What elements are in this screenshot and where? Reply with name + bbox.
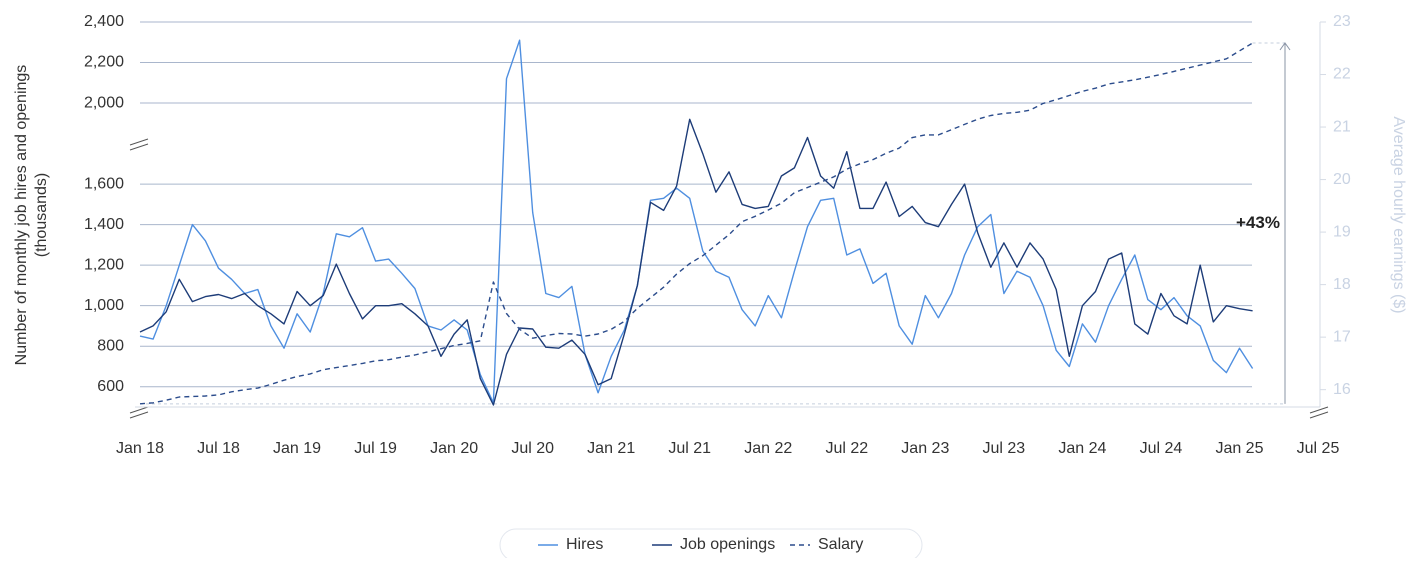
x-tick-label: Jan 18 bbox=[116, 440, 164, 457]
y2-tick-label: 16 bbox=[1333, 381, 1351, 398]
series-line bbox=[139, 42, 1253, 405]
x-tick-label: Jul 25 bbox=[1297, 440, 1340, 457]
y-tick-label: 2,200 bbox=[84, 54, 124, 71]
y-axis-title: (thousands) bbox=[33, 173, 50, 258]
arrow-head bbox=[1279, 42, 1291, 51]
y2-tick-label: 18 bbox=[1333, 276, 1351, 293]
y2-tick-label: 20 bbox=[1333, 171, 1351, 188]
series-line bbox=[139, 39, 1254, 404]
y-tick-label: 1,600 bbox=[84, 175, 124, 192]
legend-label: Job openings bbox=[680, 536, 775, 553]
y-axis-title: Number of monthly job hires and openings bbox=[13, 65, 30, 366]
x-tick-label: Jul 21 bbox=[668, 440, 711, 457]
legend-label: Salary bbox=[818, 536, 863, 553]
x-tick-label: Jan 21 bbox=[587, 440, 635, 457]
x-tick-label: Jan 19 bbox=[273, 440, 321, 457]
series-line bbox=[139, 118, 1253, 406]
x-tick-label: Jul 23 bbox=[983, 440, 1026, 457]
x-tick-label: Jan 20 bbox=[430, 440, 478, 457]
legend-label: Hires bbox=[566, 536, 603, 553]
y2-tick-label: 22 bbox=[1333, 66, 1351, 83]
y-tick-label: 800 bbox=[97, 337, 124, 354]
x-tick-label: Jan 24 bbox=[1058, 440, 1106, 457]
x-tick-label: Jan 25 bbox=[1215, 440, 1263, 457]
x-tick-label: Jul 20 bbox=[511, 440, 554, 457]
y2-tick-label: 17 bbox=[1333, 328, 1351, 345]
x-tick-label: Jul 19 bbox=[354, 440, 397, 457]
axis-breaks bbox=[129, 138, 1329, 419]
x-tick-label: Jul 24 bbox=[1140, 440, 1183, 457]
y-tick-label: 1,200 bbox=[84, 256, 124, 273]
y-tick-label: 1,400 bbox=[84, 216, 124, 233]
y-tick-label: 2,000 bbox=[84, 94, 124, 111]
x-tick-label: Jan 22 bbox=[744, 440, 792, 457]
x-tick-label: Jul 22 bbox=[825, 440, 868, 457]
y-tick-label: 600 bbox=[97, 378, 124, 395]
y2-tick-label: 23 bbox=[1333, 13, 1351, 30]
annotation: +43% bbox=[1236, 213, 1280, 232]
y2-tick-label: 19 bbox=[1333, 223, 1351, 240]
x-tick-label: Jan 23 bbox=[901, 440, 949, 457]
y-tick-label: 2,400 bbox=[84, 13, 124, 30]
y2-axis-title: Average hourly earnings ($) bbox=[1390, 116, 1407, 313]
y-tick-label: 1,000 bbox=[84, 297, 124, 314]
x-tick-label: Jul 18 bbox=[197, 440, 240, 457]
y2-tick-label: 21 bbox=[1333, 118, 1351, 135]
